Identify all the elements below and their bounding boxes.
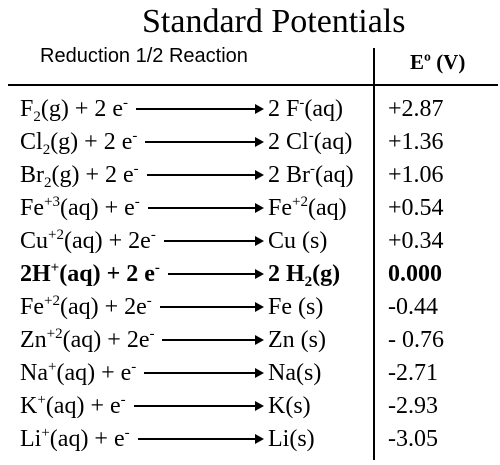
product-text: 2 Br-(aq) — [268, 161, 354, 189]
reaction-arrow-icon — [168, 269, 264, 279]
reactant-text: Cu+2(aq) + 2e- — [20, 227, 156, 255]
potential-value: +1.06 — [388, 162, 444, 188]
table-row: Fe+3(aq) + e- Fe+2(aq) +0.54 — [0, 192, 500, 225]
product-text: 2 H2(g) — [268, 261, 341, 290]
reactant-text: F2(g) + 2 e- — [20, 95, 129, 125]
table-row: Br2(g) + 2 e- 2 Br-(aq) +1.06 — [0, 159, 500, 192]
reaction-arrow-icon — [148, 203, 264, 213]
table-row: K+(aq) + e- K(s) -2.93 — [0, 390, 500, 423]
potential-value: -2.71 — [388, 360, 438, 386]
reactant-text: Li+(aq) + e- — [20, 425, 130, 453]
reaction-table: F2(g) + 2 e- 2 F-(aq) +2.87 Cl2(g) + 2 e- 2 … — [0, 93, 500, 456]
table-row: 2H+(aq) + 2 e- 2 H2(g) 0.000 — [0, 258, 500, 291]
column-divider — [373, 48, 375, 460]
product-text: Zn (s) — [268, 327, 326, 353]
potential-value: - 0.76 — [388, 327, 444, 353]
potential-value: -0.44 — [388, 294, 438, 320]
reaction-column-header: Reduction 1/2 Reaction — [40, 45, 248, 67]
table-row: Cu+2(aq) + 2e- Cu (s) +0.34 — [0, 225, 500, 258]
product-text: Cu (s) — [268, 228, 328, 254]
potential-value: +0.54 — [388, 195, 444, 221]
reaction-arrow-icon — [164, 236, 264, 246]
table-row: Zn+2(aq) + 2e- Zn (s) - 0.76 — [0, 324, 500, 357]
reactant-text: Fe+2(aq) + 2e- — [20, 293, 152, 321]
table-row: Na+(aq) + e- Na(s) -2.71 — [0, 357, 500, 390]
table-row: Fe+2(aq) + 2e- Fe (s) -0.44 — [0, 291, 500, 324]
potential-column-header: Eº (V) — [410, 50, 466, 74]
potential-value: -2.93 — [388, 393, 438, 419]
reaction-arrow-icon — [134, 401, 264, 411]
reactant-text: Fe+3(aq) + e- — [20, 194, 140, 222]
reaction-arrow-icon — [138, 434, 264, 444]
reaction-arrow-icon — [147, 170, 264, 180]
reaction-arrow-icon — [136, 104, 264, 114]
product-text: 2 F-(aq) — [268, 95, 343, 123]
product-text: Li(s) — [268, 426, 315, 452]
product-text: Fe (s) — [268, 294, 324, 320]
header-divider — [8, 84, 498, 86]
potential-value: -3.05 — [388, 426, 438, 452]
reaction-arrow-icon — [145, 137, 264, 147]
reactant-text: Cl2(g) + 2 e- — [20, 128, 138, 158]
reaction-arrow-icon — [162, 335, 264, 345]
potential-value: +1.36 — [388, 129, 444, 155]
reactant-text: Zn+2(aq) + 2e- — [20, 326, 155, 354]
reactant-text: 2H+(aq) + 2 e- — [20, 260, 160, 288]
reactant-text: K+(aq) + e- — [20, 392, 126, 420]
reactant-text: Na+(aq) + e- — [20, 359, 137, 387]
page-title: Standard Potentials — [142, 3, 406, 40]
potential-value: +0.34 — [388, 228, 444, 254]
table-row: F2(g) + 2 e- 2 F-(aq) +2.87 — [0, 93, 500, 126]
table-row: Cl2(g) + 2 e- 2 Cl-(aq) +1.36 — [0, 126, 500, 159]
product-text: K(s) — [268, 393, 311, 419]
product-text: 2 Cl-(aq) — [268, 128, 353, 156]
potential-value: +2.87 — [388, 96, 444, 122]
reaction-arrow-icon — [144, 368, 264, 378]
product-text: Na(s) — [268, 360, 322, 386]
table-row: Li+(aq) + e- Li(s) -3.05 — [0, 423, 500, 456]
product-text: Fe+2(aq) — [268, 194, 347, 222]
reaction-arrow-icon — [160, 302, 264, 312]
potential-value: 0.000 — [388, 261, 442, 287]
reactant-text: Br2(g) + 2 e- — [20, 161, 139, 191]
